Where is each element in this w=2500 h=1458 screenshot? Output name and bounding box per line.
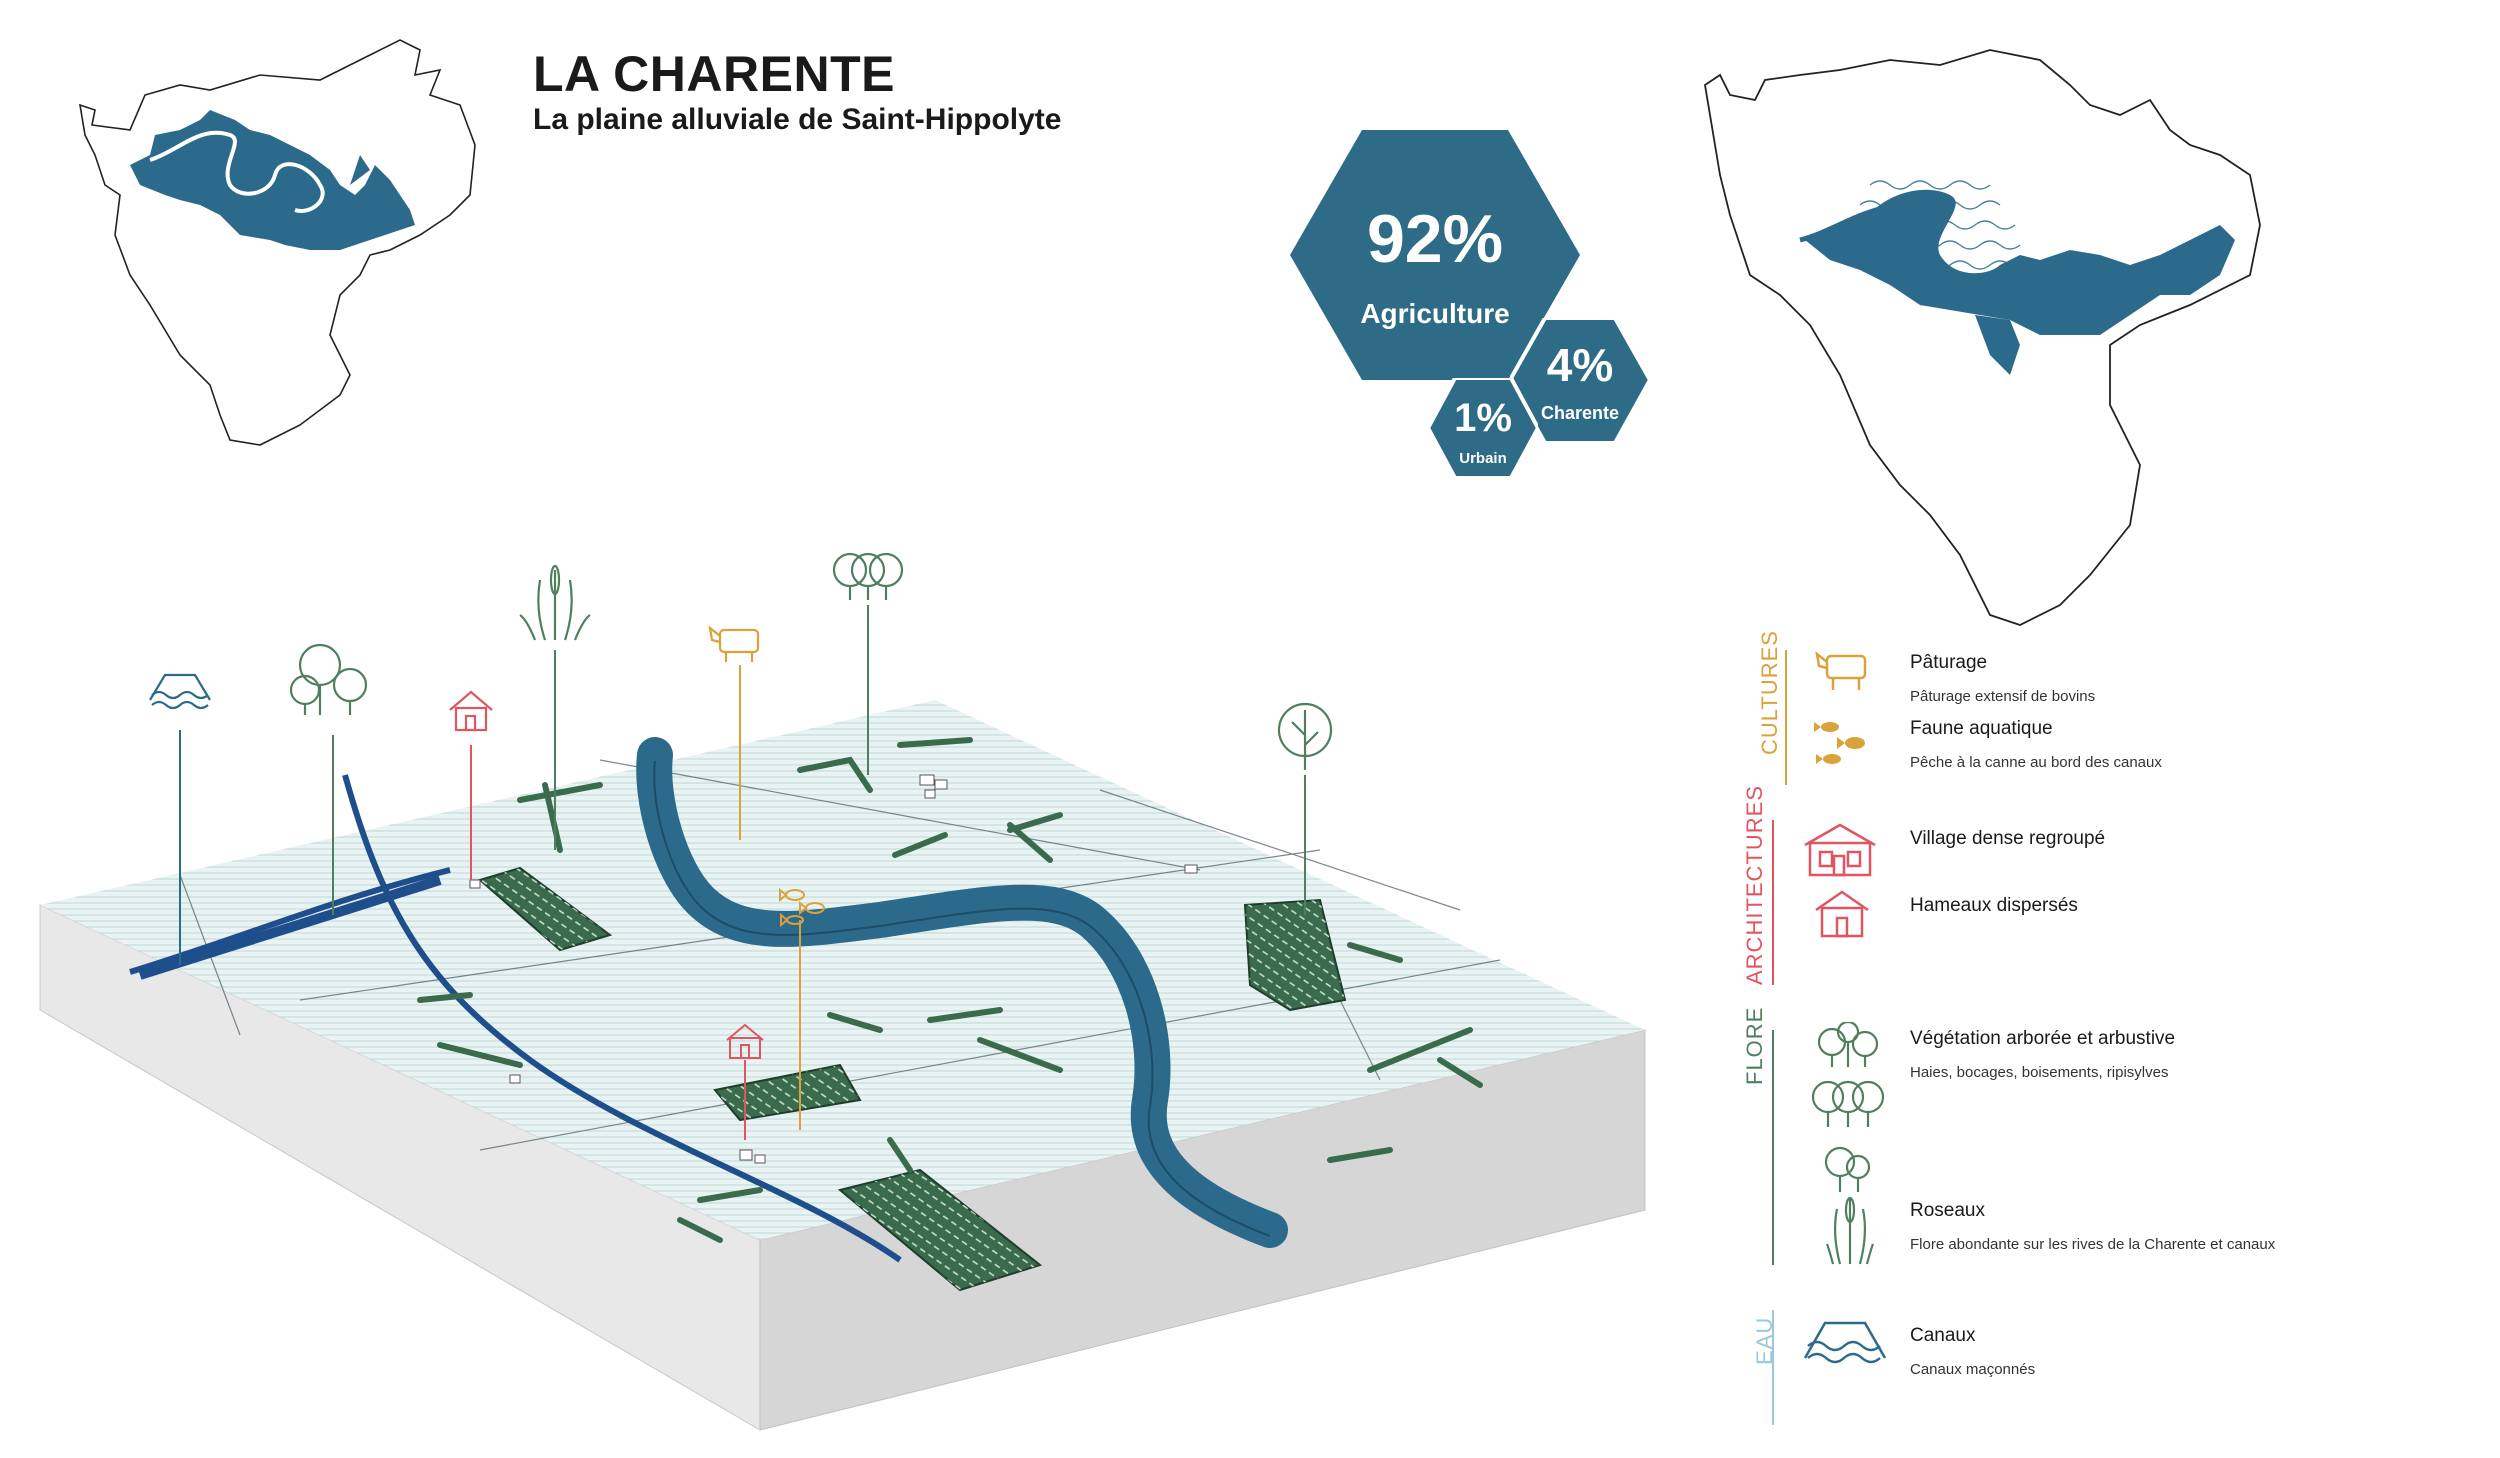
trees-icon xyxy=(1811,1022,1885,1192)
tree-icon xyxy=(1277,702,1333,770)
stat-hexagon-charente: 4% Charente xyxy=(1510,318,1650,443)
legend-category-flore: FLORE xyxy=(1742,1006,1767,1085)
cow-icon xyxy=(1815,650,1867,690)
stat-value: 4% xyxy=(1546,339,1614,391)
locator-map-right xyxy=(1704,49,2261,626)
legend-divider xyxy=(1772,1310,1774,1425)
trees-icon xyxy=(832,552,904,600)
stat-label: Charente xyxy=(1540,403,1620,423)
legend-desc-canaux: Canaux maçonnés xyxy=(1910,1361,2036,1378)
isometric-landscape-diagram xyxy=(39,552,1646,1431)
canal xyxy=(129,774,902,1263)
reeds-icon xyxy=(1825,1196,1875,1265)
fish-icon xyxy=(1814,722,1865,764)
village-icon xyxy=(1804,823,1876,877)
house-icon xyxy=(1815,890,1869,938)
legend-category-architectures: ARCHITECTURES xyxy=(1742,784,1767,985)
legend-title-roseaux: Roseaux xyxy=(1910,1200,1985,1221)
legend-title-vegetation: Végétation arborée et arbustive xyxy=(1910,1028,2176,1049)
stat-value: 1% xyxy=(1454,396,1512,440)
legend-desc-vegetation: Haies, bocages, boisements, ripisylves xyxy=(1910,1064,2169,1081)
legend-title-paturage: Pâturage xyxy=(1910,652,1988,673)
legend-title-village-dense: Village dense regroupé xyxy=(1910,828,2106,849)
stat-label: Urbain xyxy=(1459,450,1507,467)
legend-desc-faune-aquatique: Pêche à la canne au bord des canaux xyxy=(1910,754,2162,771)
canal-icon xyxy=(1803,1321,1887,1364)
legend-category-cultures: CULTURES xyxy=(1757,630,1782,755)
canal-icon xyxy=(149,673,211,710)
legend-desc-roseaux: Flore abondante sur les rives de la Char… xyxy=(1910,1236,2276,1253)
house-icon xyxy=(449,690,493,732)
legend-desc-paturage: Pâturage extensif de bovins xyxy=(1910,688,2096,705)
reeds-icon xyxy=(519,564,591,641)
fish-icon xyxy=(779,887,825,928)
legend-divider xyxy=(1772,820,1774,985)
page-subtitle: La plaine alluviale de Saint-Hippolyte xyxy=(533,103,1062,136)
page-title: LA CHARENTE xyxy=(533,46,895,102)
cow-icon xyxy=(708,625,760,662)
stat-hexagon-agriculture: 92% Agriculture xyxy=(1290,130,1580,380)
locator-map-left xyxy=(78,39,476,446)
stat-value: 92% xyxy=(1366,201,1504,277)
stat-hexagon-urbain: 1% Urbain xyxy=(1428,378,1538,478)
legend-title-faune-aquatique: Faune aquatique xyxy=(1910,718,2053,739)
legend-divider xyxy=(1772,1030,1774,1265)
legend-divider xyxy=(1785,650,1787,785)
village-icon xyxy=(726,1023,764,1059)
legend-title-hameaux: Hameaux dispersés xyxy=(1910,895,2078,916)
stat-label: Agriculture xyxy=(1360,298,1510,329)
legend-title-canaux: Canaux xyxy=(1910,1325,1976,1346)
legend-category-eau: EAU xyxy=(1752,1316,1777,1365)
trees-icon xyxy=(289,643,368,715)
